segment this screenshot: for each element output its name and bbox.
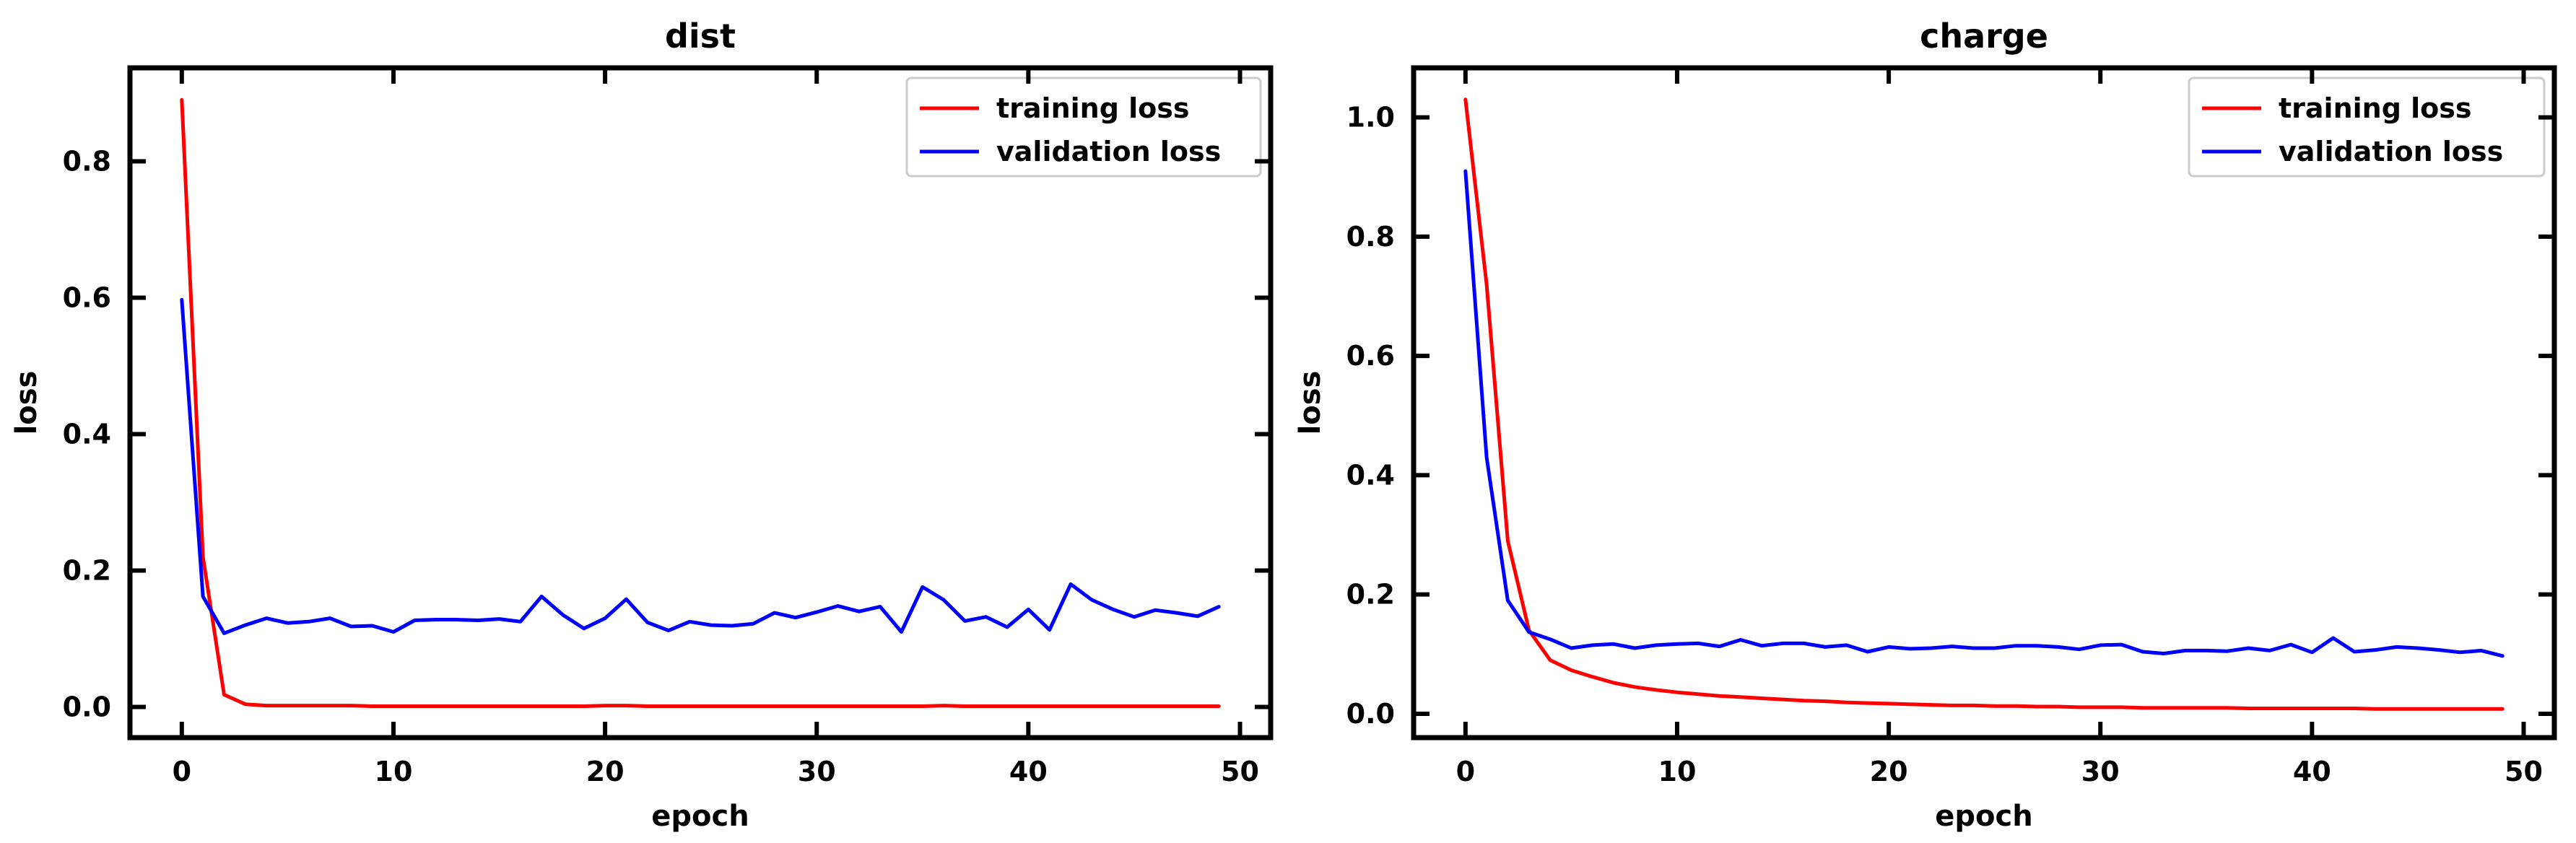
series-line-validation-loss — [180, 297, 1221, 635]
y-tick-label: 0.2 — [63, 554, 111, 586]
y-tick-label: 0.8 — [1346, 221, 1395, 253]
x-tick-label: 10 — [1658, 756, 1697, 787]
series-group — [1463, 97, 2505, 711]
x-axis-label: epoch — [1935, 800, 2032, 833]
y-tick-label: 0.6 — [63, 281, 111, 313]
x-tick-label: 50 — [2505, 756, 2543, 787]
plot-frame — [127, 65, 1274, 741]
chart-charge: charge epoch loss training loss validati… — [1294, 17, 2557, 833]
series-line-validation-loss — [1463, 169, 2505, 658]
legend-label-training-loss: training loss — [2279, 92, 2472, 124]
series-line-training-loss — [180, 97, 1221, 708]
series-group — [180, 97, 1221, 708]
chart-dist: dist epoch loss training loss validation… — [10, 17, 1274, 833]
x-tick-label: 0 — [173, 756, 191, 787]
legend-label-validation-loss: validation loss — [996, 136, 1221, 167]
y-tick-label: 0.4 — [63, 418, 111, 450]
x-tick-label: 0 — [1456, 756, 1475, 787]
x-tick-label: 10 — [375, 756, 413, 787]
series-line-training-loss — [1463, 97, 2505, 711]
legend: training loss validation loss — [905, 77, 1262, 178]
x-tick-label: 30 — [2081, 756, 2120, 787]
x-tick-label: 50 — [1221, 756, 1259, 787]
y-tick-label: 0.0 — [63, 691, 111, 722]
legend-label-training-loss: training loss — [996, 92, 1190, 124]
chart-title: charge — [1920, 17, 2048, 56]
y-tick-label: 0.8 — [63, 145, 111, 177]
plot-frame — [1411, 65, 2557, 741]
chart-title: dist — [665, 17, 736, 56]
y-tick-label: 0.4 — [1346, 459, 1395, 491]
x-axis-label: epoch — [651, 800, 749, 833]
legend-frame — [2188, 77, 2546, 178]
x-tick-label: 20 — [586, 756, 625, 787]
x-tick-label: 30 — [798, 756, 836, 787]
legend-frame — [905, 77, 1262, 178]
y-axis-label: loss — [10, 371, 43, 435]
y-axis-label: loss — [1294, 371, 1327, 435]
x-tick-label: 40 — [2293, 756, 2331, 787]
y-tick-label: 0.2 — [1346, 579, 1395, 611]
y-tick-label: 0.0 — [1346, 698, 1395, 730]
legend-label-validation-loss: validation loss — [2279, 136, 2503, 167]
x-tick-label: 20 — [1870, 756, 1908, 787]
y-tick-label: 1.0 — [1346, 102, 1395, 134]
y-tick-label: 0.6 — [1346, 340, 1395, 372]
x-tick-label: 40 — [1009, 756, 1048, 787]
legend: training loss validation loss — [2188, 77, 2546, 178]
